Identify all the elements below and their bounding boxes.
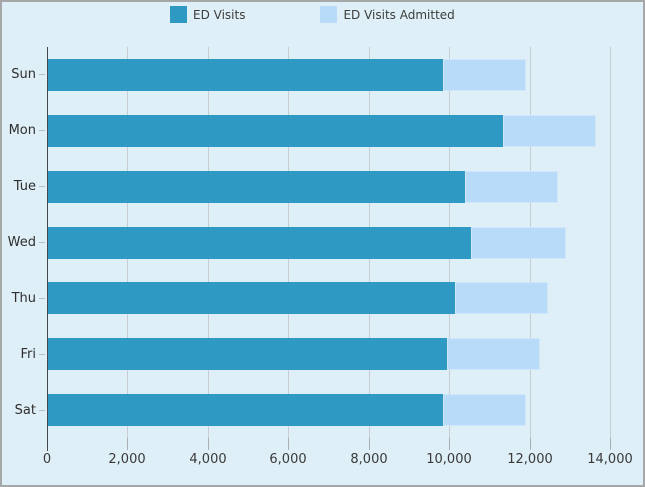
x-tick-label: 0 <box>42 452 52 467</box>
bar-row-tue: Tue <box>14 159 640 215</box>
legend-swatch <box>170 6 187 23</box>
y-tick <box>39 242 45 243</box>
x-tick-label: 10,000 <box>426 452 472 467</box>
y-axis-label: Wed <box>7 235 36 250</box>
bar-ed-visits-admitted[interactable] <box>447 338 540 371</box>
x-tick-label: 6,000 <box>269 452 307 467</box>
x-tick <box>449 438 450 450</box>
y-axis-label: Mon <box>8 123 36 139</box>
bar-ed-visits-admitted[interactable] <box>471 226 566 259</box>
bar-row-mon: Mon <box>9 103 640 159</box>
bar-track <box>47 170 558 203</box>
y-tick <box>39 353 45 355</box>
x-tick-label: 12,000 <box>507 452 553 467</box>
bar-row-wed: Wed <box>8 215 640 271</box>
bar-rows: Sun Mon Tue Wed Thu Fri Sat <box>8 47 640 438</box>
x-axis: 0 2,000 4,000 6,000 8,000 10,000 12,000 14,000 <box>43 438 640 478</box>
bar-row-thu: Thu <box>12 270 640 326</box>
legend-swatch <box>320 6 338 23</box>
y-tick <box>39 74 45 76</box>
legend-item-ed-visits[interactable]: ED Visits <box>170 6 245 23</box>
x-tick <box>127 438 128 450</box>
bar-ed-visits-admitted[interactable] <box>443 58 526 91</box>
x-tick-label: 8,000 <box>350 452 388 467</box>
bar-track <box>47 338 540 371</box>
x-tick <box>530 438 531 450</box>
bar-track <box>47 282 548 315</box>
bar-ed-visits[interactable] <box>47 394 443 427</box>
bar-ed-visits-admitted[interactable] <box>465 170 558 203</box>
bar-ed-visits[interactable] <box>47 226 471 259</box>
bar-track <box>47 226 566 259</box>
legend-label: ED Visits Admitted <box>343 7 455 22</box>
legend-item-ed-visits-admitted[interactable]: ED Visits Admitted <box>320 6 455 23</box>
plot-area: Sun Mon Tue Wed Thu Fri Sat <box>8 47 640 451</box>
y-axis-line <box>47 47 48 451</box>
bar-ed-visits[interactable] <box>47 58 443 91</box>
y-tick <box>39 186 45 188</box>
bar-track <box>47 58 526 91</box>
bar-ed-visits[interactable] <box>47 338 447 371</box>
legend: ED Visits ED Visits Admitted <box>170 6 455 23</box>
y-axis-label: Sun <box>11 67 36 83</box>
bar-ed-visits-admitted[interactable] <box>503 114 596 147</box>
y-axis-label: Tue <box>13 179 36 195</box>
y-axis-label: Thu <box>11 290 36 306</box>
y-tick <box>39 130 45 132</box>
y-axis-label: Sat <box>14 402 36 418</box>
x-tick <box>208 438 209 450</box>
x-tick-label: 4,000 <box>189 452 227 467</box>
bar-row-sat: Sat <box>15 382 640 438</box>
bar-row-fri: Fri <box>21 326 640 382</box>
x-tick <box>610 438 611 450</box>
x-tick <box>288 438 289 450</box>
y-tick <box>39 297 45 299</box>
bar-ed-visits-admitted[interactable] <box>443 394 526 427</box>
x-tick <box>369 438 370 450</box>
bar-track <box>47 114 596 147</box>
bar-ed-visits[interactable] <box>47 282 455 315</box>
x-tick-label: 2,000 <box>108 452 146 467</box>
y-axis-label: Fri <box>20 346 37 362</box>
bar-ed-visits[interactable] <box>47 170 465 203</box>
y-tick <box>39 409 45 411</box>
bar-ed-visits[interactable] <box>47 114 503 147</box>
x-tick-label: 14,000 <box>587 452 633 467</box>
legend-label: ED Visits <box>193 7 246 22</box>
gridline <box>610 47 611 438</box>
bar-ed-visits-admitted[interactable] <box>455 282 548 315</box>
bar-track <box>47 394 526 427</box>
bar-row-sun: Sun <box>11 47 640 103</box>
